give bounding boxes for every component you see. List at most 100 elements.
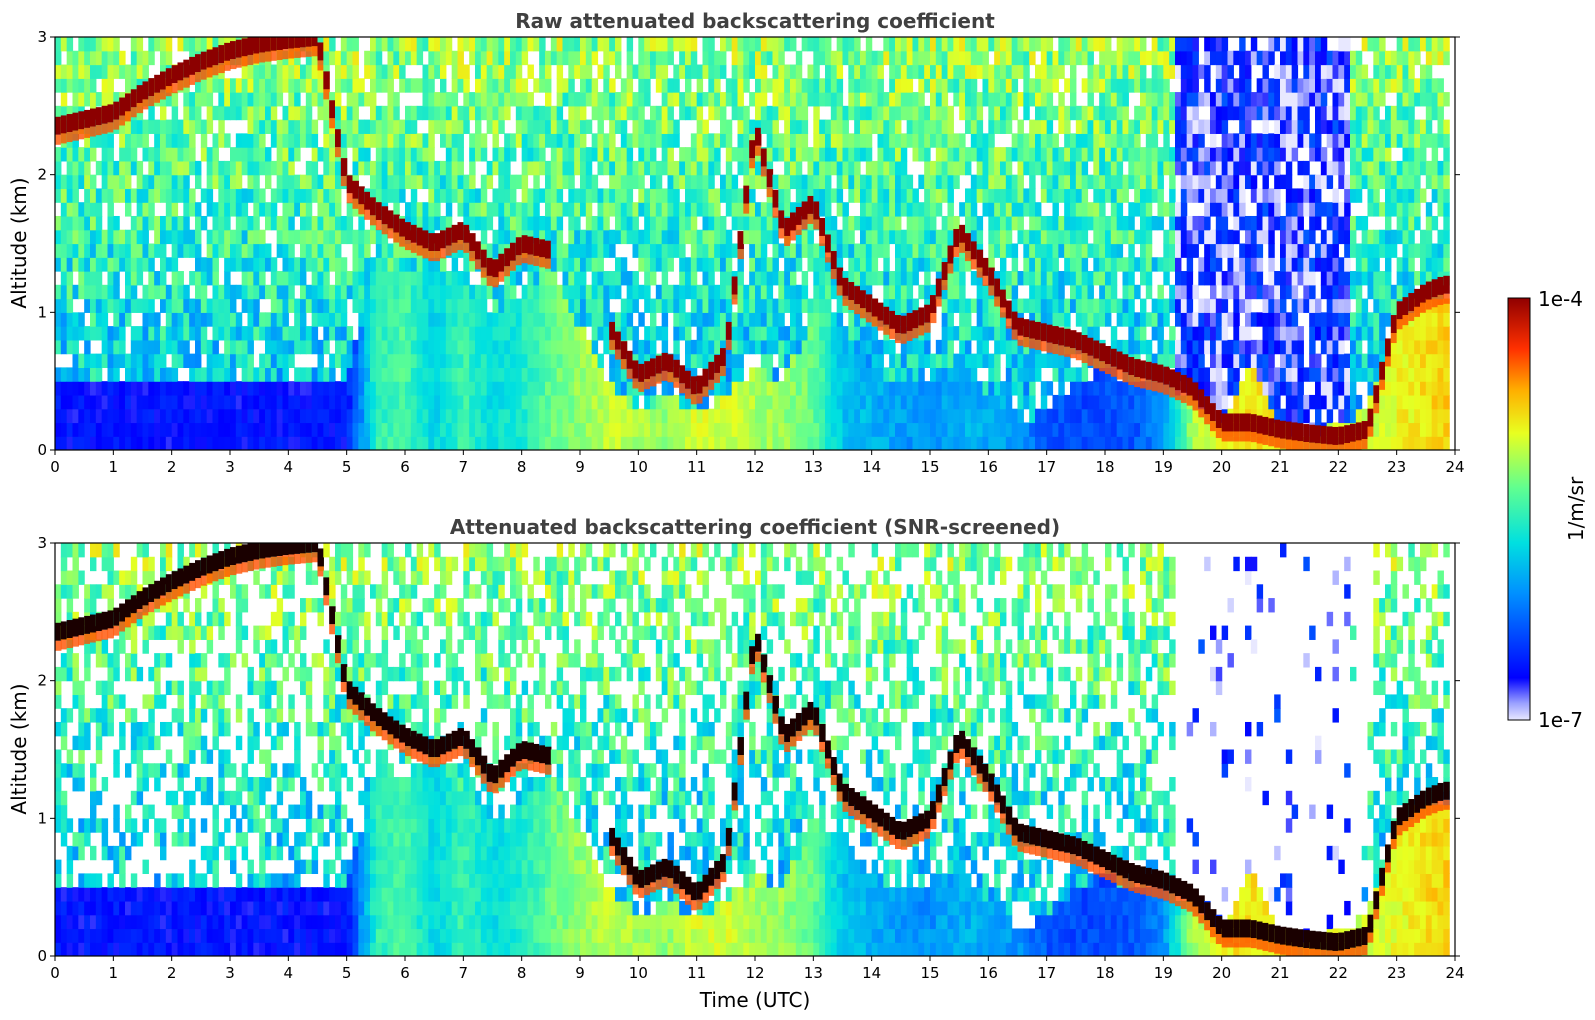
heatmap-cell [177, 326, 184, 341]
heatmap-cell [259, 326, 266, 341]
heatmap-cell [825, 174, 832, 190]
heatmap-cell [749, 257, 756, 272]
heatmap-cell [626, 133, 634, 148]
heatmap-cell [521, 367, 529, 382]
heatmap-cell [218, 160, 225, 176]
heatmap-cell [685, 312, 692, 327]
heatmap-cell [801, 119, 809, 134]
heatmap-cell [375, 408, 383, 424]
heatmap-cell [498, 78, 505, 93]
heatmap-cell [247, 147, 254, 162]
heatmap-cell [959, 381, 966, 396]
heatmap-cell [410, 367, 418, 382]
heatmap-cell [288, 339, 295, 355]
cloud-layer-cell [830, 251, 838, 270]
heatmap-cell [463, 92, 470, 107]
heatmap-cell [1011, 422, 1019, 437]
heatmap-cell [1023, 243, 1030, 258]
heatmap-cell [708, 436, 715, 450]
heatmap-cell [335, 422, 342, 437]
heatmap-cell [574, 105, 581, 121]
heatmap-cell [982, 284, 989, 300]
heatmap-cell [731, 188, 739, 203]
heatmap-cell [177, 284, 184, 300]
heatmap-cell [329, 394, 336, 410]
heatmap-cell [900, 257, 908, 272]
heatmap-cell [119, 381, 126, 396]
heatmap-cell [626, 284, 634, 300]
heatmap-cell [673, 92, 680, 107]
cloud-layer-halo [970, 259, 978, 270]
heatmap-cell [930, 422, 937, 437]
heatmap-cell [200, 339, 208, 355]
cloud-layer-cell [959, 224, 966, 243]
heatmap-cell [784, 298, 791, 313]
heatmap-cell [912, 92, 919, 107]
heatmap-cell [830, 326, 838, 341]
heatmap-cell [667, 50, 674, 66]
heatmap-cell [755, 436, 762, 450]
heatmap-cell [965, 160, 972, 176]
heatmap-cell [941, 160, 949, 176]
heatmap-cell [883, 202, 890, 217]
cloud-layer-cell [212, 47, 219, 66]
heatmap-cell [305, 174, 313, 190]
heatmap-cell [591, 243, 599, 258]
heatmap-cell [282, 367, 289, 382]
heatmap-cell [644, 78, 651, 93]
heatmap-cell [1017, 422, 1024, 437]
heatmap-cell [440, 133, 447, 148]
heatmap-cell [498, 50, 505, 66]
heatmap-cell [1058, 284, 1065, 300]
heatmap-cell [580, 243, 587, 258]
heatmap-cell [830, 436, 838, 450]
cloud-layer-halo [177, 80, 184, 91]
heatmap-cell [352, 147, 359, 162]
heatmap-cell [265, 215, 272, 231]
heatmap-cell [160, 188, 167, 203]
heatmap-cell [335, 353, 342, 368]
heatmap-cell [504, 105, 511, 121]
heatmap-cell [860, 257, 867, 272]
heatmap-cell [615, 312, 622, 327]
heatmap-cell [340, 50, 348, 66]
heatmap-cell [510, 312, 517, 327]
heatmap-cell [177, 243, 184, 258]
heatmap-cell [918, 105, 925, 121]
heatmap-cell [247, 298, 254, 313]
heatmap-cell [860, 105, 867, 121]
heatmap-cell [725, 353, 733, 368]
heatmap-cell [107, 202, 114, 217]
heatmap-cell [784, 105, 791, 121]
heatmap-cell [200, 92, 208, 107]
heatmap-cell [661, 229, 669, 245]
heatmap-cell [807, 312, 814, 327]
heatmap-cell [177, 394, 184, 410]
heatmap-cell [720, 105, 727, 121]
heatmap-cell [445, 202, 453, 217]
heatmap-cell [165, 298, 173, 313]
heatmap-cell [620, 257, 628, 272]
heatmap-cell [253, 64, 260, 79]
heatmap-cell [300, 105, 307, 121]
heatmap-cell [504, 394, 511, 410]
heatmap-cell [790, 202, 797, 217]
heatmap-cell [679, 394, 686, 410]
heatmap-cell [871, 215, 879, 231]
heatmap-cell [970, 229, 978, 245]
heatmap-cell [825, 160, 832, 176]
heatmap-cell [702, 202, 709, 217]
heatmap-cell [171, 160, 179, 176]
heatmap-cell [282, 271, 289, 286]
heatmap-cell [545, 174, 552, 190]
heatmap-cell [475, 408, 482, 424]
heatmap-cell [1064, 50, 1071, 66]
cloud-layer-halo [130, 107, 138, 118]
heatmap-cell [650, 202, 657, 217]
heatmap-cell [906, 394, 914, 410]
heatmap-cell [370, 50, 377, 66]
cloud-layer-halo [340, 176, 348, 187]
heatmap-cell [661, 78, 669, 93]
heatmap-cell [428, 326, 435, 341]
heatmap-cell [381, 381, 389, 396]
